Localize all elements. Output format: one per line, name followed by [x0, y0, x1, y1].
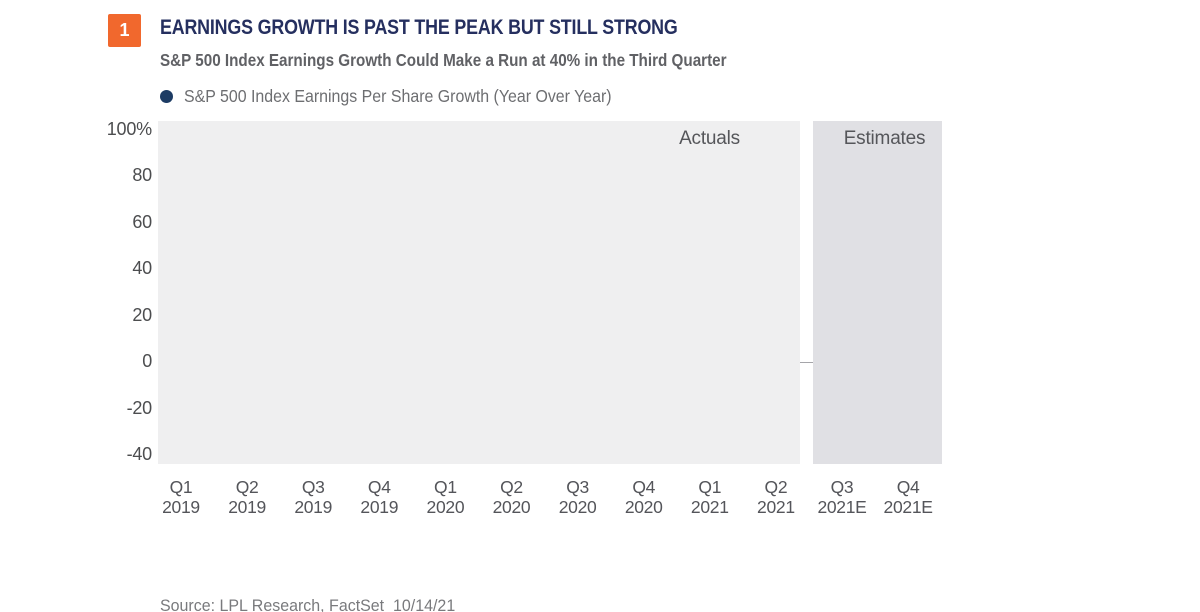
x-axis-tick-line: 2020 — [492, 497, 531, 517]
y-axis-tick-label: 20 — [132, 304, 152, 325]
x-axis-tick-line: 2019 — [162, 497, 200, 517]
estimates-region — [813, 121, 942, 464]
x-axis-tick-label: Q1 2020 — [409, 477, 481, 517]
legend-label: S&P 500 Index Earnings Per Share Growth … — [184, 85, 612, 106]
x-axis-tick-line: Q4 — [896, 477, 920, 497]
x-axis-tick-line: 2020 — [558, 497, 597, 517]
figure-title: EARNINGS GROWTH IS PAST THE PEAK BUT STI… — [160, 16, 678, 39]
x-axis-tick-label: Q4 2020 — [608, 477, 680, 517]
x-axis-tick-line: Q4 — [367, 477, 391, 497]
x-axis-tick-label: Q4 2019 — [343, 477, 415, 517]
x-axis-tick-line: 2021E — [817, 497, 867, 517]
x-axis-tick-line: Q2 — [235, 477, 259, 497]
y-axis-tick-label: 60 — [132, 211, 152, 232]
x-axis-tick-line: Q1 — [434, 477, 457, 497]
x-axis-tick-line: 2021 — [690, 497, 729, 517]
actuals-region — [158, 121, 800, 464]
x-axis-tick-line: 2019 — [228, 497, 266, 517]
y-axis-tick-label: -20 — [126, 397, 153, 418]
x-axis-tick-line: Q1 — [698, 477, 722, 497]
x-axis-tick-line: Q2 — [764, 477, 788, 497]
x-axis-tick-label: Q3 2020 — [542, 477, 614, 517]
figure-number-badge: 1 — [108, 14, 141, 47]
x-axis-tick-line: Q4 — [632, 477, 656, 497]
legend-dot-icon — [160, 89, 173, 103]
source-line: Source: LPL Research, FactSet 10/14/21 — [160, 596, 456, 612]
x-axis-tick-line: 2021 — [757, 497, 795, 517]
x-axis-tick-label: Q1 2019 — [145, 477, 217, 517]
x-axis-tick-label: Q2 2019 — [211, 477, 283, 517]
x-axis-tick-label: Q3 2021E — [806, 477, 878, 517]
y-axis-tick-label: 100% — [106, 118, 152, 139]
x-axis-tick-label: Q1 2021 — [674, 477, 746, 517]
x-axis-tick-label: Q4 2021E — [872, 477, 944, 517]
y-axis-tick-label: 0 — [142, 351, 152, 372]
x-axis-tick-line: 2020 — [624, 497, 663, 517]
chart-legend: S&P 500 Index Earnings Per Share Growth … — [160, 85, 654, 107]
source-note: Source: LPL Research, FactSet 10/14/21 E… — [160, 536, 455, 612]
x-axis-tick-label: Q2 2020 — [476, 477, 548, 517]
y-axis-tick-label: -40 — [126, 444, 153, 465]
figure-subtitle: S&P 500 Index Earnings Growth Could Make… — [160, 50, 727, 70]
x-axis-tick-line: Q2 — [500, 477, 523, 497]
x-axis-tick-line: 2020 — [426, 497, 465, 517]
x-axis-tick-line: Q1 — [169, 477, 193, 497]
x-axis-tick-line: 2021E — [883, 497, 933, 517]
estimates-region-label: Estimates — [843, 128, 926, 149]
x-axis-tick-line: Q3 — [830, 477, 854, 497]
x-axis-tick-label: Q3 2019 — [277, 477, 349, 517]
y-axis-tick-label: 40 — [132, 258, 152, 279]
y-axis-tick-label: 80 — [132, 165, 152, 186]
x-axis-tick-line: Q3 — [566, 477, 589, 497]
x-axis-tick-line: 2019 — [360, 497, 399, 517]
actuals-region-label: Actuals — [679, 128, 740, 149]
x-axis-tick-line: Q3 — [301, 477, 325, 497]
x-axis-tick-line: 2019 — [294, 497, 333, 517]
x-axis-tick-label: Q2 2021 — [740, 477, 812, 517]
